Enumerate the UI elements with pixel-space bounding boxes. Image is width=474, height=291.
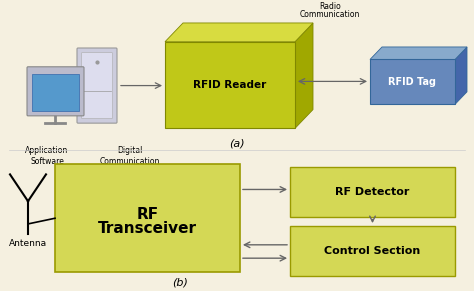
Text: Antenna: Antenna bbox=[9, 239, 47, 249]
FancyBboxPatch shape bbox=[165, 42, 295, 128]
Polygon shape bbox=[455, 47, 467, 104]
FancyBboxPatch shape bbox=[32, 74, 79, 111]
Polygon shape bbox=[370, 47, 467, 59]
Text: Radio: Radio bbox=[319, 2, 341, 11]
Text: RFID Reader: RFID Reader bbox=[193, 80, 266, 90]
FancyBboxPatch shape bbox=[77, 48, 117, 123]
Text: Transceiver: Transceiver bbox=[98, 221, 197, 236]
FancyBboxPatch shape bbox=[82, 53, 112, 118]
Polygon shape bbox=[165, 23, 313, 42]
Text: RF: RF bbox=[137, 207, 159, 222]
FancyBboxPatch shape bbox=[55, 164, 240, 272]
Text: Communication: Communication bbox=[300, 10, 360, 19]
Text: (b): (b) bbox=[172, 278, 188, 288]
Text: Digital
Communication: Digital Communication bbox=[100, 146, 160, 166]
Text: RFID Tag: RFID Tag bbox=[389, 77, 437, 87]
Text: Application
Software: Application Software bbox=[26, 146, 69, 166]
Text: Control Section: Control Section bbox=[324, 246, 420, 256]
Text: (a): (a) bbox=[229, 138, 245, 148]
Text: RF Detector: RF Detector bbox=[335, 187, 410, 197]
Polygon shape bbox=[295, 23, 313, 128]
FancyBboxPatch shape bbox=[290, 226, 455, 276]
FancyBboxPatch shape bbox=[370, 59, 455, 104]
FancyBboxPatch shape bbox=[27, 67, 84, 116]
FancyBboxPatch shape bbox=[290, 167, 455, 217]
